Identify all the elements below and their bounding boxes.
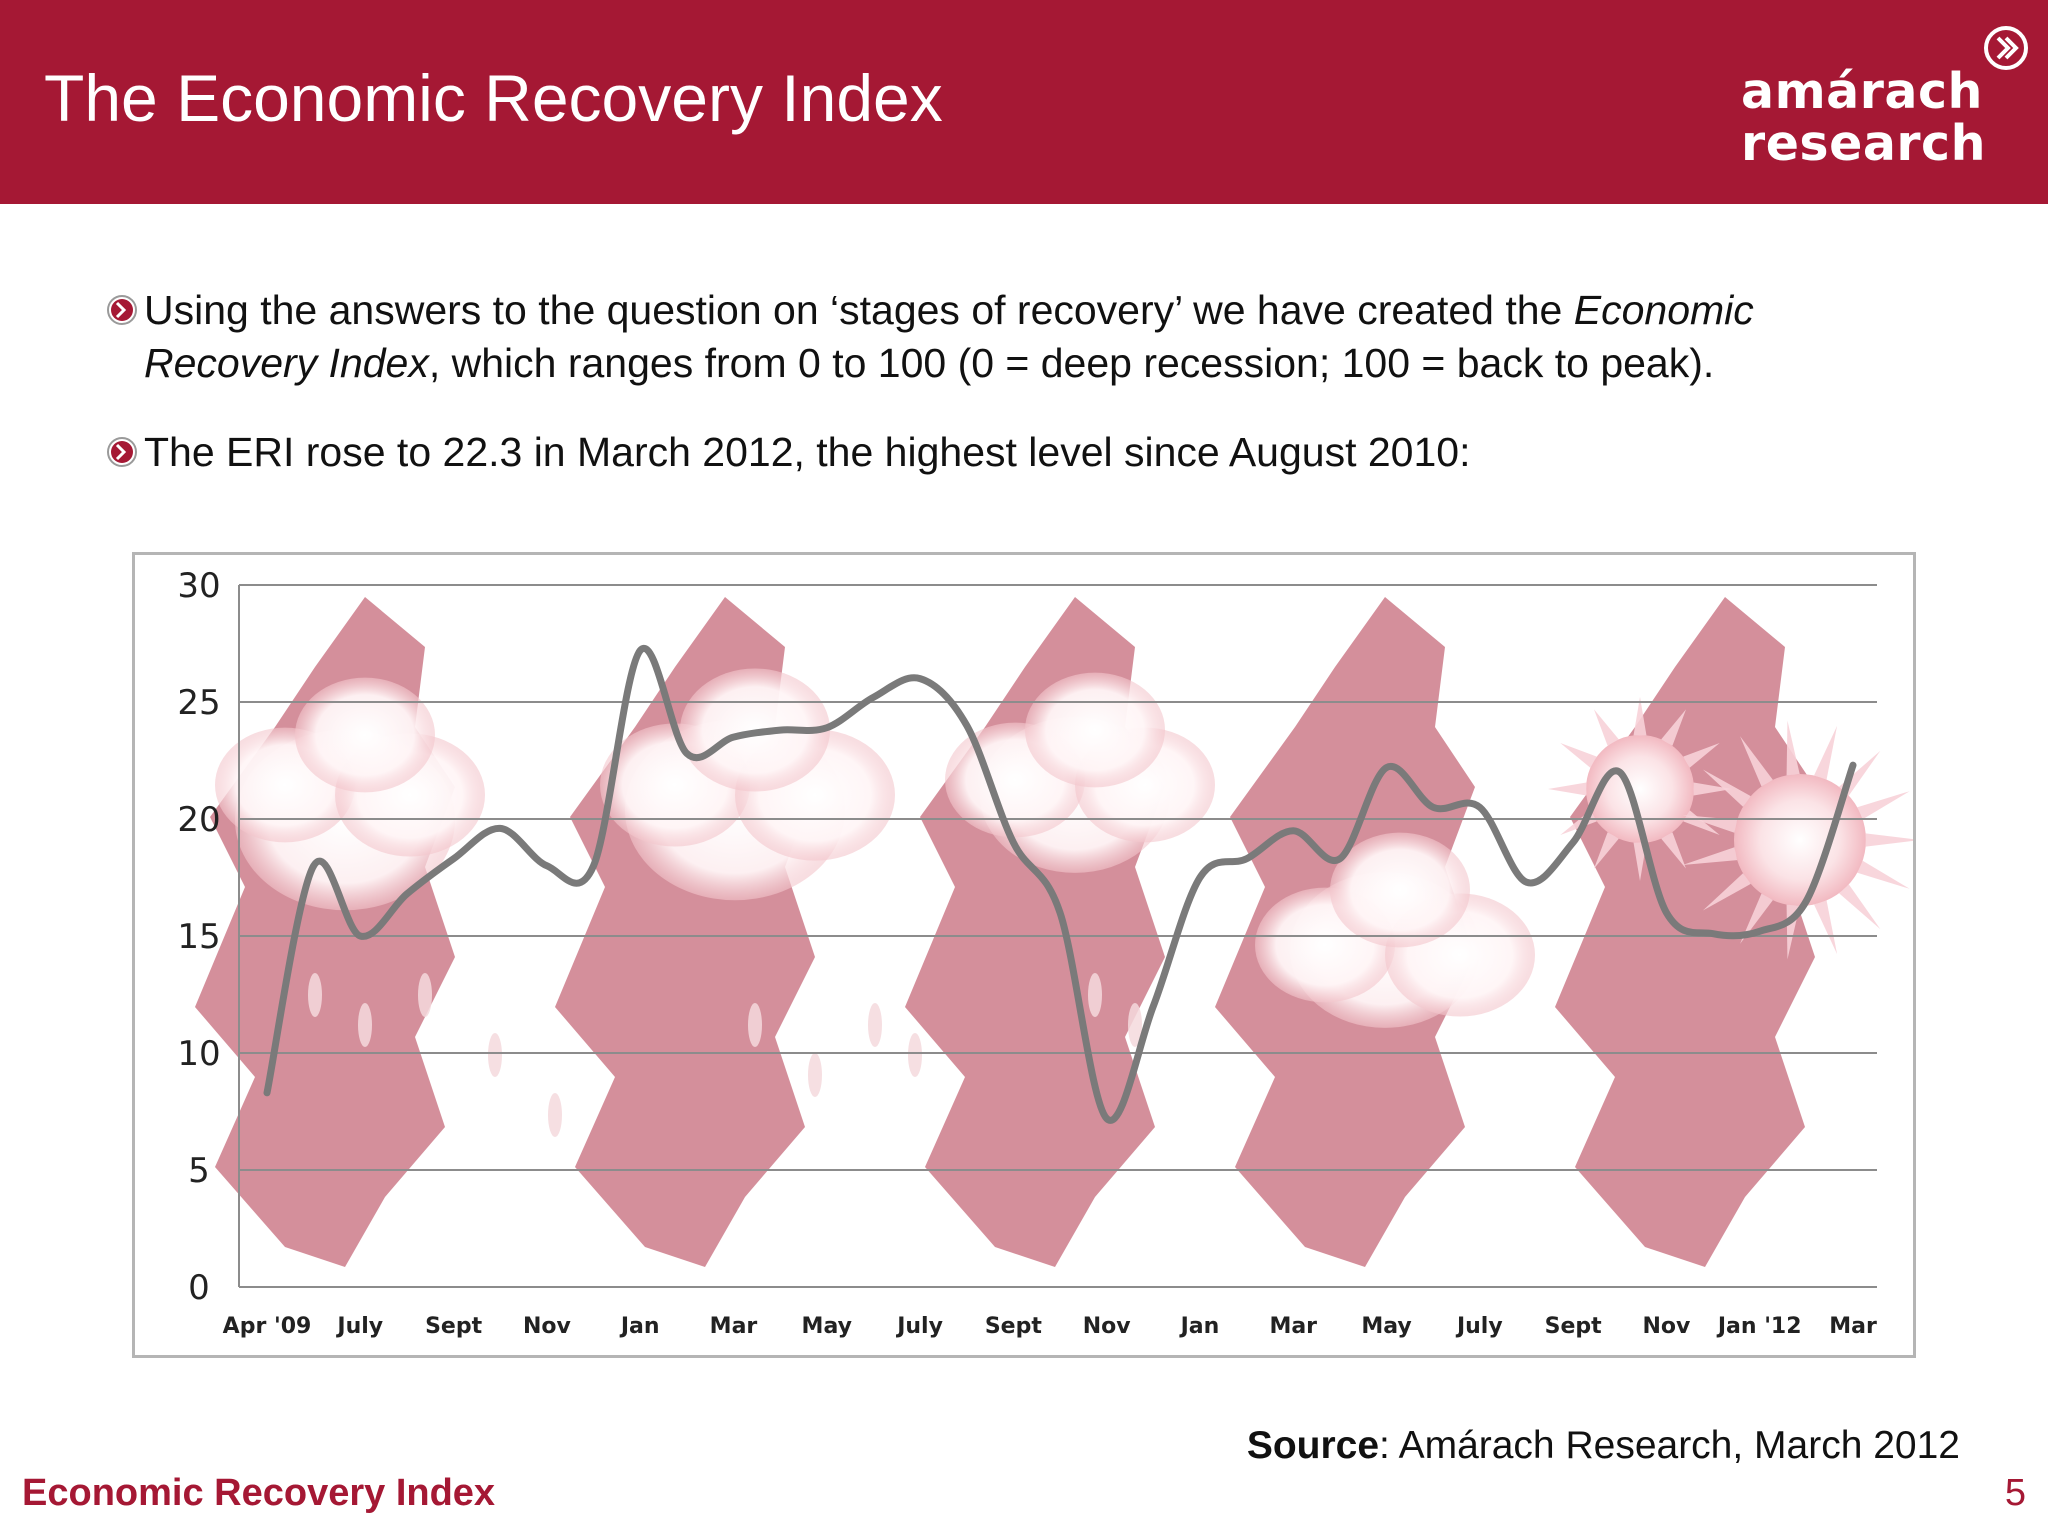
chart-grid [238,584,1877,1288]
line-chart: 0 5 10 15 20 25 30 Apr '09 July Sept Nov Jan Mar May… [177,566,1913,1339]
page-number: 5 [2004,1472,2026,1514]
series-line-1 [263,644,1857,1124]
chart-series [263,644,1857,1124]
source-note: Source: Amárach Research, March 2012 [1246,1424,1960,1467]
x-tick-label: Jan [1179,1314,1220,1339]
x-tick-label: July [335,1314,383,1339]
rain-drop [308,973,322,1017]
bullet-text-2: The ERI rose to 22.3 in March 2012, the … [144,429,1471,475]
x-tick-label: Sept [1545,1314,1603,1339]
sun-icon [1548,697,1732,881]
cloud-puff [1025,672,1165,788]
rain-drop [418,973,432,1017]
page-title: The Economic Recovery Index [44,61,943,135]
bullet-text-1: Using the answers to the question on ‘st… [144,287,1754,386]
x-tick-label: May [1361,1314,1411,1339]
rain-drop [748,1003,762,1047]
x-axis-ticks: Apr '09 July Sept Nov Jan Mar May July Sept Nov Ja… [223,1314,1877,1339]
chevron-circle-icon [1984,26,2028,70]
x-tick-label: July [895,1314,943,1339]
cloud-puff [1330,832,1470,948]
x-tick-label: Sept [985,1314,1043,1339]
logo-line1: amárach [1741,63,1983,120]
rain-drop [868,1003,882,1047]
x-tick-label: Mar [1829,1314,1877,1339]
company-logo: amárach research [1741,66,1986,170]
x-tick-label: Nov [1083,1314,1132,1339]
weather-map-background [195,597,1913,1267]
y-axis-ticks: 0 5 10 15 20 25 30 [177,566,220,1308]
x-tick-label: Nov [1642,1314,1691,1339]
x-tick-label: Sept [425,1314,483,1339]
rain-drop [1088,973,1102,1017]
header-bar: The Economic Recovery Index amárach rese… [0,0,2048,204]
x-tick-label: Mar [710,1314,758,1339]
x-tick-label: Apr '09 [223,1314,312,1339]
chart-frame: 0 5 10 15 20 25 30 Apr '09 July Sept Nov Jan Mar May… [132,552,1916,1358]
x-tick-label: Jan [619,1314,660,1339]
y-tick-label: 10 [177,1034,220,1074]
rain-drop [1128,1003,1142,1047]
bullet-chevron-icon [107,437,137,467]
rain-drop [488,1033,502,1077]
y-tick-label: 15 [177,917,220,957]
rain-drop [358,1003,372,1047]
logo-line2: research [1741,115,1986,172]
x-tick-label: May [802,1314,852,1339]
y-tick-label: 0 [188,1268,210,1308]
bullet-chevron-icon [107,295,137,325]
x-tick-label: July [1455,1314,1503,1339]
y-tick-label: 20 [177,800,220,840]
y-tick-label: 5 [188,1151,210,1191]
y-tick-label: 30 [177,566,220,606]
rain-drop [808,1053,822,1097]
footer-title: Economic Recovery Index [22,1472,496,1514]
rain-drop [548,1093,562,1137]
cloud-puff [295,677,435,793]
x-tick-label: Mar [1269,1314,1317,1339]
rain-drop [908,1033,922,1077]
y-tick-label: 25 [177,683,220,723]
x-tick-label: Jan '12 [1716,1314,1802,1339]
x-tick-label: Nov [523,1314,572,1339]
